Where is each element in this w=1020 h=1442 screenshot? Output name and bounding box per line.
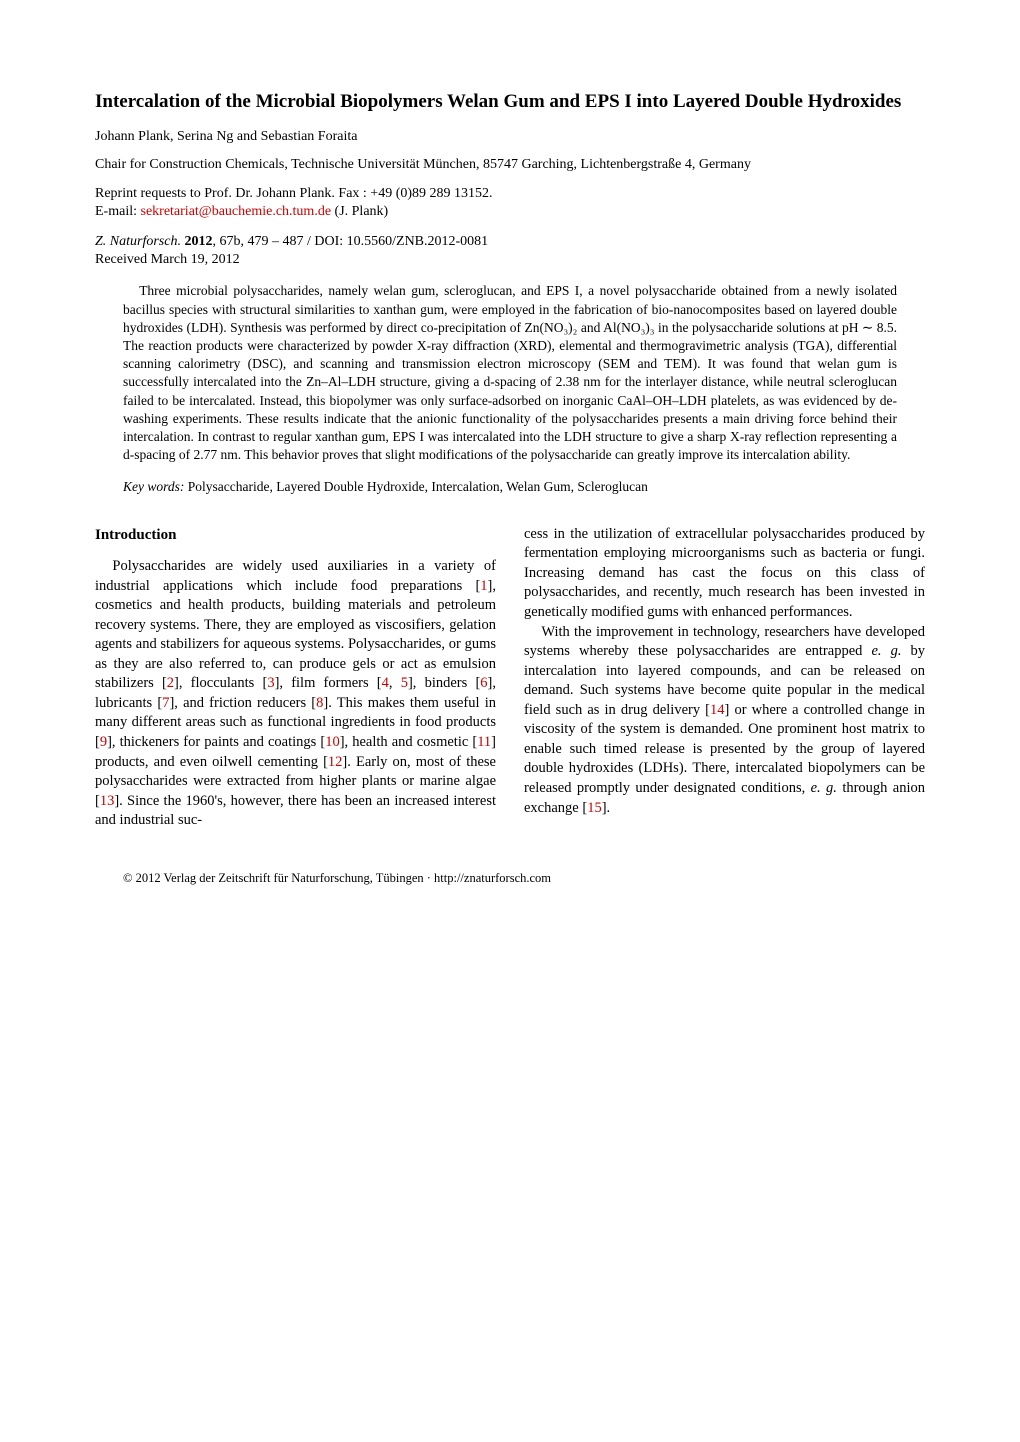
ref-14[interactable]: 14 [710,702,725,718]
left-column: Introduction Polysaccharides are widely … [95,525,496,831]
citation: Z. Naturforsch. 2012, 67b, 479 – 487 / D… [95,234,925,250]
received-date: Received March 19, 2012 [95,252,925,268]
ref-13[interactable]: 13 [100,793,115,809]
email-prefix: E-mail: [95,204,141,219]
intro-paragraph-2: With the improvement in technology, rese… [524,623,925,819]
body-columns: Introduction Polysaccharides are widely … [95,525,925,831]
ref-2[interactable]: 2 [167,675,174,691]
section-heading-introduction: Introduction [95,525,496,545]
eg-italic: e. g. [871,643,901,659]
eg-italic: e. g. [811,780,837,796]
text-span: ], and friction reducers [ [169,695,316,711]
text-span: ]. [602,800,610,816]
keywords: Key words: Polysaccharide, Layered Doubl… [123,478,897,496]
ref-5[interactable]: 5 [401,675,408,691]
journal-name: Z. Naturforsch. [95,234,181,249]
intro-paragraph-1-cont: cess in the utilization of extracellular… [524,525,925,623]
ref-1[interactable]: 1 [480,578,487,594]
citation-rest: , 67b, 479 – 487 / DOI: 10.5560/ZNB.2012… [212,234,488,249]
keywords-label: Key words: [123,479,184,494]
abstract: Three microbial polysaccharides, namely … [123,282,897,464]
ref-9[interactable]: 9 [100,734,107,750]
text-span: ], thickeners for paints and coatings [ [107,734,325,750]
text-span: ], flocculants [ [174,675,267,691]
text-span: , [389,675,401,691]
reprint-info: Reprint requests to Prof. Dr. Johann Pla… [95,186,925,202]
ref-3[interactable]: 3 [267,675,274,691]
keywords-text: Polysaccharide, Layered Double Hydroxide… [184,479,648,494]
email-line: E-mail: sekretariat@bauchemie.ch.tum.de … [95,204,925,220]
text-span: With the improvement in technology, rese… [524,624,925,660]
email-link[interactable]: sekretariat@bauchemie.ch.tum.de [141,204,332,219]
authors: Johann Plank, Serina Ng and Sebastian Fo… [95,129,925,145]
text-span: ], film formers [ [275,675,382,691]
ref-4[interactable]: 4 [382,675,389,691]
ref-10[interactable]: 10 [325,734,340,750]
copyright-footer: © 2012 Verlag der Zeitschrift für Naturf… [95,871,925,886]
citation-year: 2012 [181,234,213,249]
ref-15[interactable]: 15 [587,800,602,816]
email-suffix: (J. Plank) [331,204,388,219]
text-span: Polysaccharides are widely used auxiliar… [95,558,496,594]
ref-11[interactable]: 11 [477,734,491,750]
text-span: ]. Since the 1960's, however, there has … [95,793,496,829]
affiliation: Chair for Construction Chemicals, Techni… [95,155,925,175]
text-span: ], health and cosmetic [ [340,734,477,750]
right-column: cess in the utilization of extracellular… [524,525,925,831]
text-span: ], binders [ [408,675,480,691]
paper-title: Intercalation of the Microbial Biopolyme… [95,90,925,115]
ref-12[interactable]: 12 [328,754,343,770]
intro-paragraph-1: Polysaccharides are widely used auxiliar… [95,557,496,831]
ref-6[interactable]: 6 [480,675,487,691]
